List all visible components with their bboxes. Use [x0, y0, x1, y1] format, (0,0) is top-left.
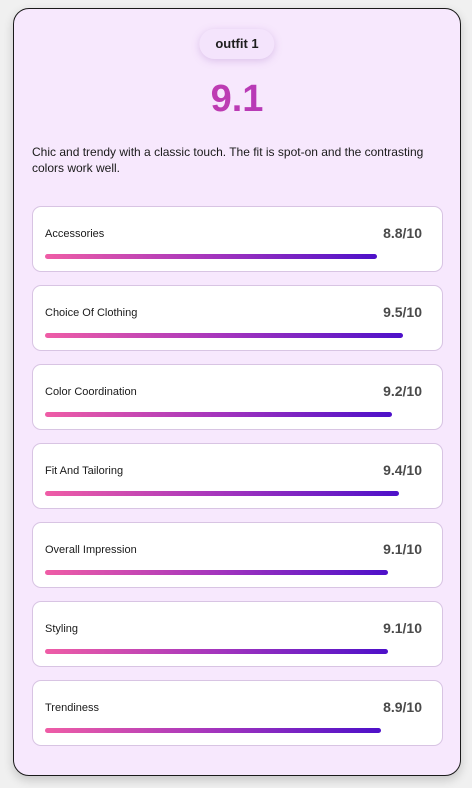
metric-bar-track	[45, 649, 422, 654]
metric-choice-of-clothing: Choice Of Clothing 9.5/10	[32, 285, 443, 351]
metric-label: Accessories	[45, 228, 105, 240]
metric-bar-fill	[45, 649, 389, 654]
metric-bar-fill	[45, 333, 404, 338]
metric-fit-and-tailoring: Fit And Tailoring 9.4/10	[32, 443, 443, 509]
metric-label: Color Coordination	[45, 386, 137, 398]
metric-label: Fit And Tailoring	[45, 465, 124, 477]
outfit-summary: Chic and trendy with a classic touch. Th…	[32, 145, 424, 175]
metric-label: Styling	[45, 623, 79, 635]
outfit-card: outfit 1 9.1 Chic and trendy with a clas…	[13, 8, 461, 776]
metric-bar-fill	[45, 728, 381, 733]
metric-bar-track	[45, 333, 422, 338]
metric-value: 9.1/10	[383, 541, 422, 557]
metric-bar-track	[45, 728, 422, 733]
outfit-name-pill: outfit 1	[199, 29, 275, 59]
metric-trendiness: Trendiness 8.9/10	[32, 680, 443, 746]
metric-value: 9.5/10	[383, 304, 422, 320]
metric-value: 8.8/10	[383, 225, 422, 241]
overall-score: 9.1	[14, 77, 460, 121]
metric-bar-track	[45, 254, 422, 259]
metric-bar-track	[45, 570, 422, 575]
metric-value: 9.2/10	[383, 383, 422, 399]
metric-bar-fill	[45, 491, 400, 496]
metric-bar-fill	[45, 254, 377, 259]
metric-bar-fill	[45, 570, 389, 575]
metric-styling: Styling 9.1/10	[32, 601, 443, 667]
metric-bar-track	[45, 412, 422, 417]
metric-color-coordination: Color Coordination 9.2/10	[32, 364, 443, 430]
metric-label: Trendiness	[45, 702, 100, 714]
metric-value: 8.9/10	[383, 699, 422, 715]
metrics-list: Accessories 8.8/10 Choice Of Clothing 9.…	[32, 206, 443, 759]
metric-label: Choice Of Clothing	[45, 307, 138, 319]
metric-bar-track	[45, 491, 422, 496]
metric-bar-fill	[45, 412, 392, 417]
metric-label: Overall Impression	[45, 544, 137, 556]
metric-overall-impression: Overall Impression 9.1/10	[32, 522, 443, 588]
metric-value: 9.4/10	[383, 462, 422, 478]
metric-accessories: Accessories 8.8/10	[32, 206, 443, 272]
metric-value: 9.1/10	[383, 620, 422, 636]
